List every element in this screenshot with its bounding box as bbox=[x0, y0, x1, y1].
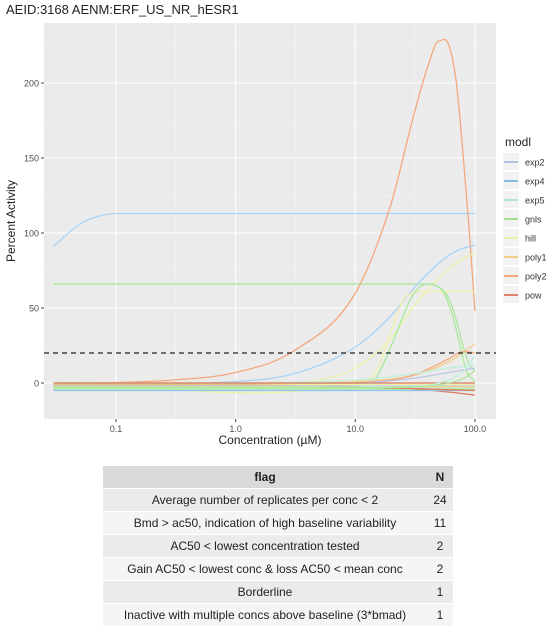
flag-cell: Average number of replicates per conc < … bbox=[103, 489, 427, 512]
legend-label: poly1 bbox=[525, 253, 547, 263]
flag-cell: Inactive with multiple concs above basel… bbox=[103, 604, 427, 627]
flag-cell: Borderline bbox=[103, 581, 427, 604]
table-row: Gain AC50 < lowest conc & loss AC50 < me… bbox=[103, 558, 453, 581]
y-tick-label: 150 bbox=[24, 154, 39, 164]
y-tick-label: 100 bbox=[24, 229, 39, 239]
x-tick-label: 10.0 bbox=[347, 424, 365, 434]
count-cell: 24 bbox=[427, 489, 453, 512]
legend-label: poly2 bbox=[525, 272, 547, 282]
count-cell: 2 bbox=[427, 558, 453, 581]
legend-label: pow bbox=[525, 291, 542, 301]
x-axis-label: Concentration (µM) bbox=[219, 433, 322, 447]
legend-title: modl bbox=[505, 135, 531, 149]
count-cell: 1 bbox=[427, 581, 453, 604]
flag-cell: AC50 < lowest concentration tested bbox=[103, 535, 427, 558]
count-cell: 11 bbox=[427, 512, 453, 535]
x-tick-label: 100.0 bbox=[464, 424, 487, 434]
legend-label: exp5 bbox=[525, 196, 545, 206]
table-row: AC50 < lowest concentration tested 2 bbox=[103, 535, 453, 558]
x-tick-label: 0.1 bbox=[110, 424, 123, 434]
legend-label: gnls bbox=[525, 215, 542, 225]
table-row: Bmd > ac50, indication of high baseline … bbox=[103, 512, 453, 535]
table-row: Borderline 1 bbox=[103, 581, 453, 604]
y-tick-label: 0 bbox=[34, 379, 39, 389]
table-row: Average number of replicates per conc < … bbox=[103, 489, 453, 512]
count-cell: 1 bbox=[427, 604, 453, 627]
count-cell: 2 bbox=[427, 535, 453, 558]
flag-cell: Gain AC50 < lowest conc & loss AC50 < me… bbox=[103, 558, 427, 581]
legend-label: exp4 bbox=[525, 177, 545, 187]
header-n: N bbox=[427, 466, 453, 489]
legend: exp2 exp4 exp5 gnls hill poly1 poly2 pow bbox=[503, 153, 547, 303]
legend-label: hill bbox=[525, 234, 536, 244]
y-tick-label: 200 bbox=[24, 79, 39, 89]
table-row: Inactive with multiple concs above basel… bbox=[103, 604, 453, 627]
header-flag: flag bbox=[103, 466, 427, 489]
table-header-row: flag N bbox=[103, 466, 453, 489]
plot-panel bbox=[44, 23, 496, 419]
legend-label: exp2 bbox=[525, 158, 545, 168]
flag-table: flag N Average number of replicates per … bbox=[103, 466, 453, 627]
y-tick-label: 50 bbox=[29, 304, 39, 314]
y-axis-label: Percent Activity bbox=[4, 180, 18, 262]
flag-cell: Bmd > ac50, indication of high baseline … bbox=[103, 512, 427, 535]
